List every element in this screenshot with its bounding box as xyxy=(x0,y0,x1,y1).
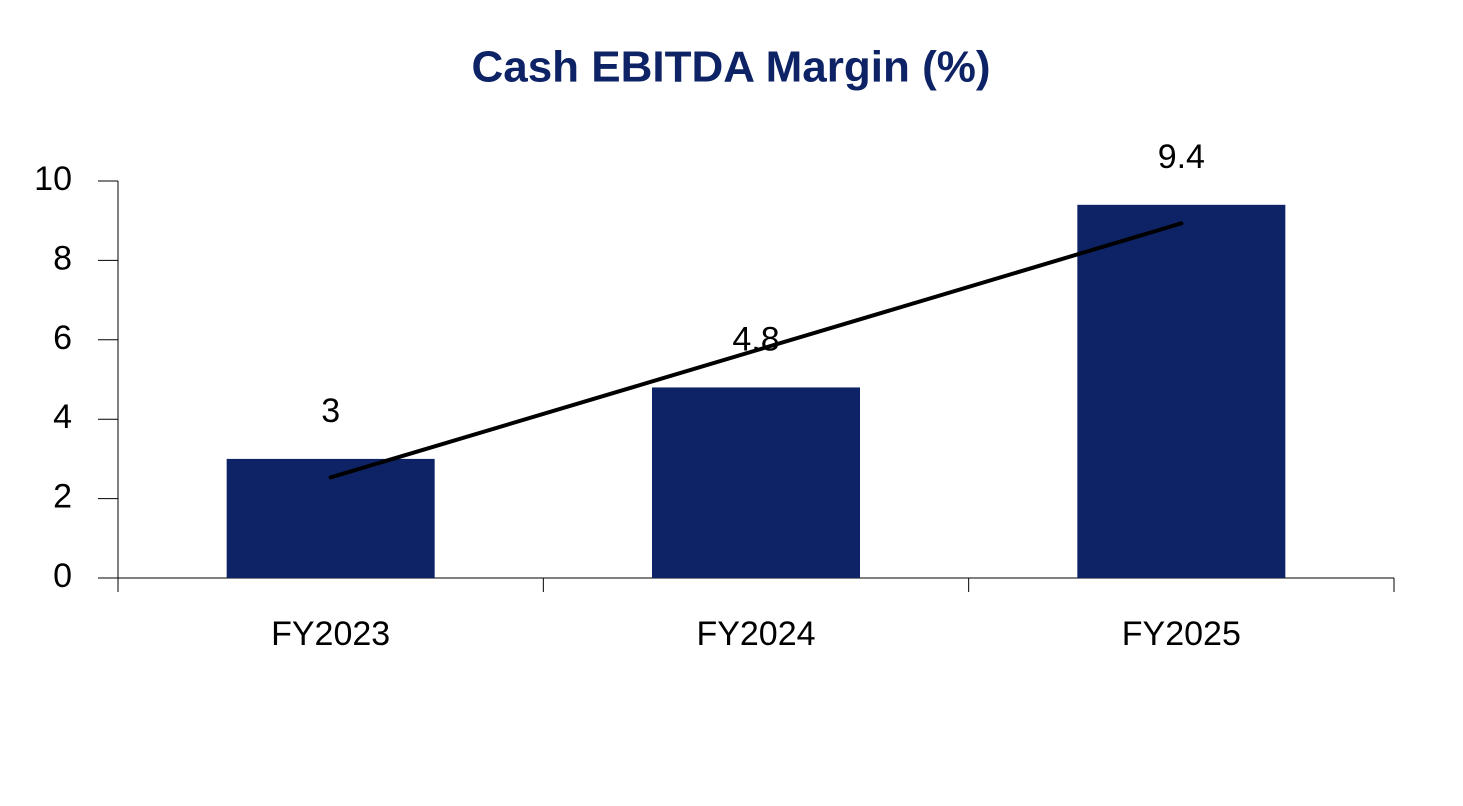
y-tick-label: 4 xyxy=(53,398,72,436)
y-tick-label: 6 xyxy=(53,319,72,357)
data-label: 3 xyxy=(321,392,340,430)
x-tick-label: FY2023 xyxy=(271,615,390,653)
y-tick-label: 10 xyxy=(34,160,72,198)
y-tick-label: 2 xyxy=(53,478,72,516)
chart-title: Cash EBITDA Margin (%) xyxy=(471,43,990,92)
bar xyxy=(652,387,860,578)
bar xyxy=(1077,204,1286,578)
x-tick-label: FY2024 xyxy=(696,615,815,653)
y-tick-label: 8 xyxy=(53,239,72,277)
data-label: 9.4 xyxy=(1158,138,1205,176)
x-tick-label: FY2025 xyxy=(1122,615,1241,653)
y-tick-label: 0 xyxy=(53,557,72,595)
data-label: 4.8 xyxy=(732,320,779,358)
trendline xyxy=(328,221,1184,480)
